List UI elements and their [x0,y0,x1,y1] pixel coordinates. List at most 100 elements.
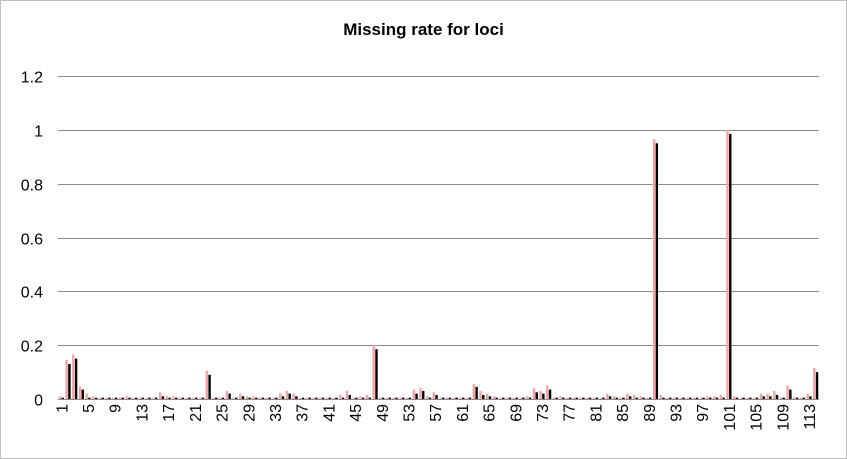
bar [468,397,472,399]
bar [492,396,496,399]
bar [592,397,596,399]
bar [328,397,331,399]
bar [475,386,478,399]
bar [448,397,452,399]
bar [635,397,639,399]
bar [769,396,772,399]
bar [154,397,158,399]
bar [81,389,84,399]
x-tick-label: 21 [188,404,205,422]
bar [655,143,659,399]
bar [415,393,418,399]
bar [479,390,482,399]
x-tick-label: 53 [401,404,418,422]
bar [739,397,743,399]
x-tick-label: 13 [134,404,151,422]
bar [319,397,322,399]
bar [321,397,325,399]
bar [775,394,779,399]
x-tick-label: 65 [482,404,499,422]
bar [245,396,249,399]
bar [499,397,502,399]
bar [118,397,122,399]
bar [158,392,162,399]
bar [348,394,351,399]
bar [148,397,151,399]
bar [108,397,111,399]
x-tick-label: 81 [588,404,605,422]
bar [201,397,205,399]
bar [112,397,115,399]
bar [134,397,138,399]
bar [455,397,458,399]
bar [539,390,542,399]
bar [168,397,171,399]
x-tick-label: 101 [722,404,739,431]
bar [648,397,652,399]
bar [218,397,222,399]
bar [408,397,412,399]
bar [729,133,732,399]
bar [114,397,118,399]
bar [165,396,168,399]
bar [308,397,311,399]
bar [388,397,392,399]
bar [215,397,218,399]
bar [706,396,709,399]
bar [361,397,365,399]
bar [172,396,175,399]
bar [532,388,536,399]
y-tick-label: 1.2 [21,70,43,87]
bar [815,372,819,399]
bar [452,397,455,399]
bar [622,397,625,399]
bar [568,397,572,399]
x-tick-label: 73 [535,404,552,422]
bar [198,397,202,399]
bar [519,397,522,399]
bar [505,397,509,399]
bar [755,397,759,399]
bar [615,397,618,399]
bar [548,389,552,399]
bar [195,397,198,399]
bar [235,397,238,399]
bar [145,397,148,399]
bar [766,393,769,399]
bar [495,397,498,399]
bar [435,394,438,399]
bar [105,397,108,399]
bar [646,397,649,399]
bar [275,397,278,399]
x-tick-label: 33 [268,404,285,422]
bar [702,397,705,399]
bar [238,393,242,399]
x-tick-label: 1 [54,404,71,413]
x-tick-label: 57 [428,404,445,422]
x-tick-label: 77 [562,404,579,422]
bar [359,396,362,399]
bar [225,390,229,399]
bar [632,394,636,399]
bar [602,397,605,399]
bar [689,397,692,399]
bar [773,390,776,399]
bar [662,397,665,399]
bar [125,396,128,399]
x-tick-label: 29 [241,404,258,422]
bar [141,397,145,399]
bar [709,397,712,399]
bar [339,394,342,399]
bar [292,393,295,399]
bar [232,397,235,399]
x-tick-label: 41 [321,404,338,422]
bar [526,396,529,399]
bar [546,385,549,399]
bar [502,397,505,399]
bar [208,374,211,399]
bar [405,397,409,399]
bar [185,397,188,399]
bar [606,393,609,399]
bar [485,393,489,399]
